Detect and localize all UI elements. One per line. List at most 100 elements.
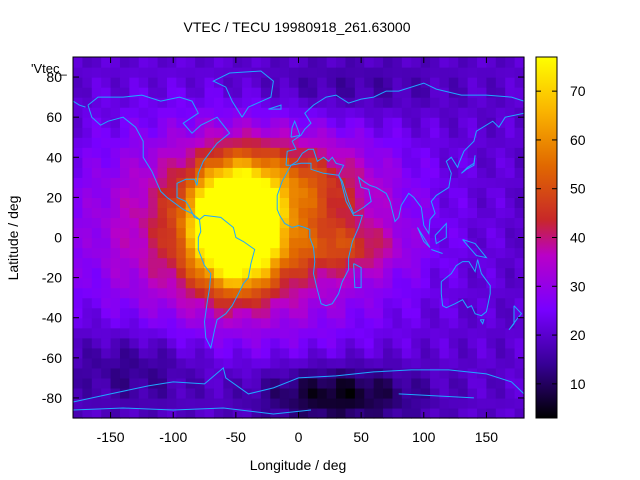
- heatmap-cell: [270, 87, 281, 98]
- heatmap-cell: [439, 407, 450, 419]
- heatmap-cell: [185, 137, 196, 148]
- heatmap-cell: [448, 407, 459, 419]
- heatmap-cell: [307, 307, 318, 319]
- heatmap-cell: [166, 357, 177, 369]
- heatmap-cell: [185, 87, 196, 98]
- heatmap-cell: [364, 87, 375, 98]
- heatmap-cell: [336, 97, 347, 108]
- heatmap-cell: [326, 87, 337, 98]
- heatmap-cell: [73, 57, 83, 68]
- heatmap-cell: [307, 247, 318, 259]
- heatmap-cell: [495, 377, 506, 389]
- heatmap-cell: [82, 77, 93, 88]
- heatmap-cell: [392, 207, 403, 219]
- heatmap-cell: [411, 87, 422, 98]
- heatmap-cell: [270, 77, 281, 88]
- heatmap-cell: [364, 357, 375, 369]
- heatmap-cell: [82, 197, 93, 209]
- heatmap-cell: [364, 67, 375, 78]
- heatmap-cell: [289, 197, 300, 209]
- heatmap-cell: [119, 387, 130, 399]
- heatmap-cell: [204, 407, 215, 419]
- heatmap-cell: [157, 177, 168, 188]
- heatmap-cell: [119, 337, 130, 349]
- heatmap-cell: [289, 267, 300, 279]
- heatmap-cell: [467, 327, 478, 339]
- heatmap-cell: [223, 277, 234, 289]
- heatmap-cell: [73, 157, 83, 168]
- heatmap-cell: [326, 117, 337, 128]
- heatmap-cell: [138, 197, 149, 209]
- heatmap-cell: [204, 337, 215, 349]
- heatmap-cell: [101, 237, 112, 249]
- heatmap-cell: [166, 367, 177, 379]
- heatmap-cell: [430, 187, 441, 198]
- heatmap-cell: [336, 277, 347, 289]
- heatmap-cell: [260, 277, 271, 289]
- heatmap-cell: [260, 87, 271, 98]
- heatmap-cell: [260, 167, 271, 178]
- coastline: [290, 119, 301, 138]
- heatmap-cell: [326, 127, 337, 138]
- heatmap-cell: [307, 107, 318, 118]
- heatmap-cell: [279, 287, 290, 299]
- heatmap-cell: [345, 307, 356, 319]
- heatmap-cell: [260, 177, 271, 188]
- heatmap-cell: [307, 217, 318, 229]
- heatmap-cell: [260, 367, 271, 379]
- heatmap-cell: [138, 257, 149, 269]
- heatmap-cell: [477, 107, 488, 118]
- heatmap-cell: [354, 197, 365, 209]
- heatmap-cell: [336, 407, 347, 419]
- heatmap-cell: [242, 197, 253, 209]
- heatmap-cell: [401, 217, 412, 229]
- heatmap-cell: [101, 157, 112, 168]
- heatmap-cell: [101, 317, 112, 329]
- heatmap-cell: [514, 257, 525, 269]
- heatmap-cell: [326, 57, 337, 68]
- heatmap-cell: [354, 317, 365, 329]
- heatmap-cell: [232, 197, 243, 209]
- heatmap-cell: [242, 217, 253, 229]
- heatmap-cell: [91, 297, 102, 309]
- heatmap-cell: [110, 357, 121, 369]
- heatmap-cell: [73, 227, 83, 239]
- heatmap-cell: [260, 97, 271, 108]
- heatmap-cell: [195, 387, 206, 399]
- heatmap-cell: [486, 157, 497, 168]
- heatmap-cell: [270, 367, 281, 379]
- heatmap-cell: [439, 347, 450, 359]
- heatmap-cell: [354, 127, 365, 138]
- heatmap-cell: [373, 327, 384, 339]
- heatmap-cell: [289, 347, 300, 359]
- heatmap-cell: [289, 307, 300, 319]
- heatmap-cell: [477, 127, 488, 138]
- heatmap-cell: [129, 317, 140, 329]
- heatmap-cells: [73, 57, 525, 419]
- coastline: [398, 393, 474, 399]
- heatmap-cell: [82, 57, 93, 68]
- heatmap-cell: [467, 397, 478, 409]
- heatmap-cell: [420, 177, 431, 188]
- heatmap-cell: [185, 277, 196, 289]
- heatmap-cell: [82, 157, 93, 168]
- heatmap-cell: [242, 407, 253, 419]
- heatmap-cell: [401, 67, 412, 78]
- heatmap-cell: [110, 207, 121, 219]
- heatmap-cell: [138, 317, 149, 329]
- heatmap-cell: [477, 217, 488, 229]
- heatmap-cell: [119, 327, 130, 339]
- heatmap-cell: [138, 67, 149, 78]
- heatmap-cell: [289, 167, 300, 178]
- heatmap-cell: [401, 307, 412, 319]
- heatmap-cell: [336, 227, 347, 239]
- heatmap-cell: [138, 287, 149, 299]
- heatmap-cell: [279, 227, 290, 239]
- heatmap-cell: [138, 207, 149, 219]
- heatmap-cell: [364, 387, 375, 399]
- heatmap-cell: [185, 187, 196, 198]
- chart-title: VTEC / TECU 19980918_261.63000: [183, 19, 410, 35]
- heatmap-cell: [317, 137, 328, 148]
- heatmap-cell: [204, 367, 215, 379]
- heatmap-cell: [486, 177, 497, 188]
